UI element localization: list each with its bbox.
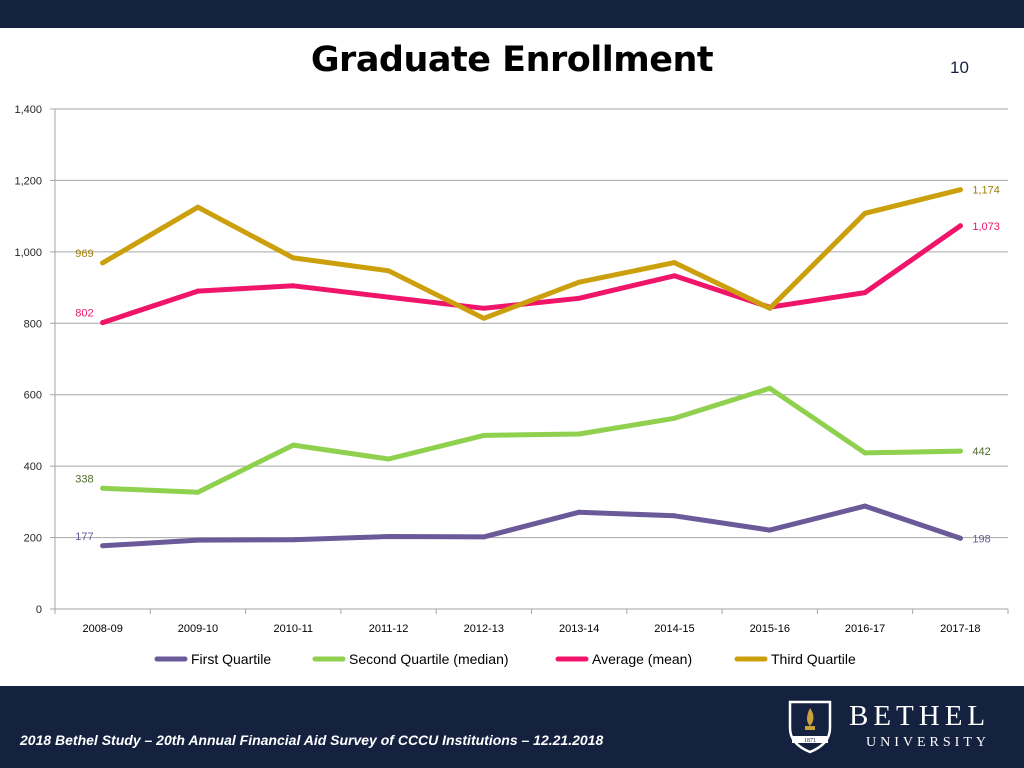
data-point bbox=[481, 315, 487, 321]
logo-subtitle: UNIVERSITY bbox=[866, 735, 990, 750]
grid-layer bbox=[55, 108, 1008, 539]
data-point bbox=[671, 273, 677, 279]
x-tick-label: 2017-18 bbox=[940, 623, 980, 635]
data-point bbox=[100, 543, 106, 549]
x-tick-label: 2015-16 bbox=[750, 623, 790, 635]
data-point bbox=[386, 294, 392, 300]
data-point bbox=[862, 290, 868, 296]
logo-name: BETHEL bbox=[849, 700, 991, 732]
bethel-logo-icon: 1871 bbox=[788, 700, 832, 754]
series-line-3 bbox=[100, 223, 963, 326]
legend-label: First Quartile bbox=[191, 651, 271, 667]
series-line-4 bbox=[100, 187, 963, 321]
data-point bbox=[481, 534, 487, 540]
data-label-layer: 177 198 338 442 802 1,073 969 1,174 bbox=[75, 185, 1000, 546]
x-tick-label: 2010-11 bbox=[273, 623, 313, 635]
data-point bbox=[576, 279, 582, 285]
x-tick-label: 2008-09 bbox=[82, 623, 122, 635]
data-label: 1,174 bbox=[972, 185, 1000, 197]
data-point bbox=[195, 489, 201, 495]
y-tick-label: 600 bbox=[24, 390, 42, 402]
data-label: 1,073 bbox=[972, 221, 1000, 233]
legend-label: Third Quartile bbox=[771, 651, 856, 667]
y-tick-label: 1,200 bbox=[14, 175, 42, 187]
data-label: 198 bbox=[972, 533, 990, 545]
data-point bbox=[100, 320, 106, 326]
series-layer bbox=[100, 187, 963, 549]
data-label: 802 bbox=[75, 308, 93, 320]
x-tick-label: 2012-13 bbox=[464, 623, 504, 635]
line-chart: 0 200 400 600 800 1,000 1,200 1,400 2008-09 2009-… bbox=[14, 104, 1009, 667]
data-label: 442 bbox=[972, 446, 990, 458]
y-tick-label: 1,000 bbox=[14, 247, 42, 259]
legend: First Quartile Second Quartile (median) Av… bbox=[154, 651, 856, 667]
data-point bbox=[957, 448, 963, 454]
data-point bbox=[481, 305, 487, 311]
series-line-1 bbox=[100, 503, 963, 549]
data-point bbox=[576, 509, 582, 515]
x-tick-label: 2014-15 bbox=[654, 623, 694, 635]
data-point bbox=[957, 223, 963, 229]
data-point bbox=[290, 442, 296, 448]
top-banner bbox=[0, 0, 1024, 28]
data-point bbox=[957, 187, 963, 193]
y-tick-label: 0 bbox=[36, 604, 42, 616]
footer-band: 2018 Bethel Study – 20th Annual Financia… bbox=[0, 686, 1024, 768]
y-tick-label: 800 bbox=[24, 318, 42, 330]
logo-badge-year: 1871 bbox=[804, 738, 816, 744]
data-point bbox=[386, 534, 392, 539]
data-point bbox=[671, 415, 677, 421]
x-tick-label: 2011-12 bbox=[369, 623, 409, 635]
data-point bbox=[862, 210, 868, 216]
data-point bbox=[386, 268, 392, 274]
legend-label: Average (mean) bbox=[592, 651, 692, 667]
x-tick-label: 2013-14 bbox=[559, 623, 599, 635]
data-point bbox=[767, 305, 773, 311]
data-point bbox=[290, 283, 296, 289]
y-tick-label: 200 bbox=[24, 533, 42, 545]
data-point bbox=[195, 537, 201, 543]
footer-citation: 2018 Bethel Study – 20th Annual Financia… bbox=[20, 732, 604, 748]
data-point bbox=[100, 260, 106, 266]
data-label: 969 bbox=[75, 248, 93, 260]
data-point bbox=[481, 432, 487, 438]
data-point bbox=[386, 456, 392, 462]
data-point bbox=[767, 527, 773, 533]
page-number: 10 bbox=[950, 58, 969, 77]
data-point bbox=[671, 513, 677, 519]
data-point bbox=[576, 295, 582, 301]
data-point bbox=[290, 537, 296, 543]
data-point bbox=[576, 431, 582, 437]
axis-layer: 0 200 400 600 800 1,000 1,200 1,400 2008-09 2009-… bbox=[14, 104, 1009, 635]
data-point bbox=[195, 204, 201, 210]
data-point bbox=[100, 485, 106, 491]
legend-label: Second Quartile (median) bbox=[349, 651, 509, 667]
slide-title: Graduate Enrollment bbox=[310, 40, 714, 80]
y-tick-label: 400 bbox=[24, 461, 42, 473]
data-point bbox=[862, 503, 868, 509]
data-point bbox=[767, 385, 773, 391]
data-point bbox=[862, 450, 868, 456]
x-tick-label: 2009-10 bbox=[178, 623, 218, 635]
data-point bbox=[671, 260, 677, 266]
data-point bbox=[290, 255, 296, 261]
x-tick-label: 2016-17 bbox=[845, 623, 885, 635]
y-tick-label: 1,400 bbox=[14, 104, 42, 116]
data-point bbox=[195, 288, 201, 294]
data-label: 177 bbox=[75, 531, 93, 543]
series-line-2 bbox=[100, 385, 963, 495]
data-label: 338 bbox=[75, 473, 93, 485]
data-point bbox=[957, 535, 963, 541]
